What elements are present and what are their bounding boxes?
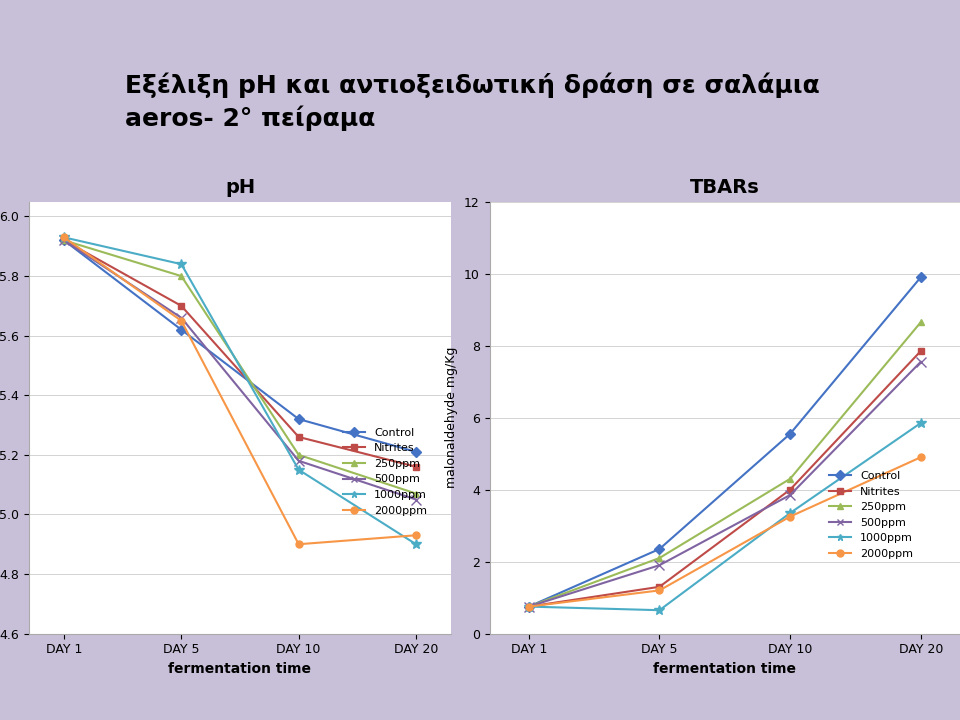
- Line: 2000ppm: 2000ppm: [525, 454, 924, 610]
- 500ppm: [784, 491, 796, 500]
- 1000ppm: [293, 465, 304, 474]
- 2000ppm: [784, 513, 796, 521]
- Line: Control: Control: [525, 274, 924, 610]
- Line: Nitrites: Nitrites: [60, 237, 420, 470]
- 500ppm: [59, 236, 70, 245]
- Text: Εξέλιξη pH και αντιοξειδωτική δράση σε σαλάμια
aeros- 2° πείραμα: Εξέλιξη pH και αντιοξειδωτική δράση σε σ…: [125, 72, 820, 131]
- Line: 500ppm: 500ppm: [60, 235, 420, 505]
- Nitrites: [410, 462, 421, 471]
- X-axis label: fermentation time: fermentation time: [169, 662, 311, 676]
- Line: Nitrites: Nitrites: [525, 348, 924, 610]
- X-axis label: fermentation time: fermentation time: [654, 662, 796, 676]
- Nitrites: [59, 236, 70, 245]
- Y-axis label: malonaldehyde mg/Kg: malonaldehyde mg/Kg: [445, 347, 459, 488]
- 1000ppm: [59, 233, 70, 242]
- Nitrites: [654, 582, 665, 591]
- Line: 500ppm: 500ppm: [524, 357, 925, 611]
- Line: Control: Control: [60, 237, 420, 455]
- 2000ppm: [59, 233, 70, 242]
- 1000ppm: [784, 508, 796, 517]
- 2000ppm: [915, 453, 926, 462]
- Line: 1000ppm: 1000ppm: [524, 418, 925, 615]
- 2000ppm: [293, 540, 304, 549]
- 1000ppm: [176, 260, 187, 269]
- Control: [293, 415, 304, 423]
- 1000ppm: [410, 540, 421, 549]
- 2000ppm: [523, 602, 535, 611]
- Legend: Control, Nitrites, 250ppm, 500ppm, 1000ppm, 2000ppm: Control, Nitrites, 250ppm, 500ppm, 1000p…: [339, 423, 431, 520]
- Line: 250ppm: 250ppm: [525, 319, 924, 610]
- 250ppm: [410, 490, 421, 498]
- 250ppm: [523, 602, 535, 611]
- Control: [176, 325, 187, 334]
- 1000ppm: [523, 602, 535, 611]
- 500ppm: [410, 495, 421, 504]
- 250ppm: [293, 451, 304, 459]
- 500ppm: [523, 602, 535, 611]
- Line: 250ppm: 250ppm: [60, 237, 420, 497]
- 1000ppm: [915, 418, 926, 427]
- Control: [410, 448, 421, 456]
- Control: [59, 236, 70, 245]
- 2000ppm: [410, 531, 421, 539]
- 2000ppm: [176, 317, 187, 325]
- Control: [654, 544, 665, 553]
- 250ppm: [59, 236, 70, 245]
- Nitrites: [176, 302, 187, 310]
- 250ppm: [654, 554, 665, 562]
- Title: pH: pH: [225, 179, 255, 197]
- 500ppm: [176, 313, 187, 322]
- Nitrites: [293, 433, 304, 441]
- 250ppm: [176, 271, 187, 280]
- Control: [915, 273, 926, 282]
- 500ppm: [654, 561, 665, 570]
- Legend: Control, Nitrites, 250ppm, 500ppm, 1000ppm, 2000ppm: Control, Nitrites, 250ppm, 500ppm, 1000p…: [825, 467, 918, 563]
- Nitrites: [523, 602, 535, 611]
- 500ppm: [915, 358, 926, 366]
- Line: 2000ppm: 2000ppm: [60, 234, 420, 548]
- Control: [523, 602, 535, 611]
- 2000ppm: [654, 586, 665, 595]
- Control: [784, 429, 796, 438]
- 250ppm: [915, 318, 926, 327]
- Nitrites: [784, 485, 796, 494]
- Nitrites: [915, 347, 926, 356]
- 500ppm: [293, 456, 304, 465]
- Title: TBARs: TBARs: [690, 179, 759, 197]
- 250ppm: [784, 474, 796, 483]
- Line: 1000ppm: 1000ppm: [60, 233, 420, 549]
- 1000ppm: [654, 606, 665, 615]
